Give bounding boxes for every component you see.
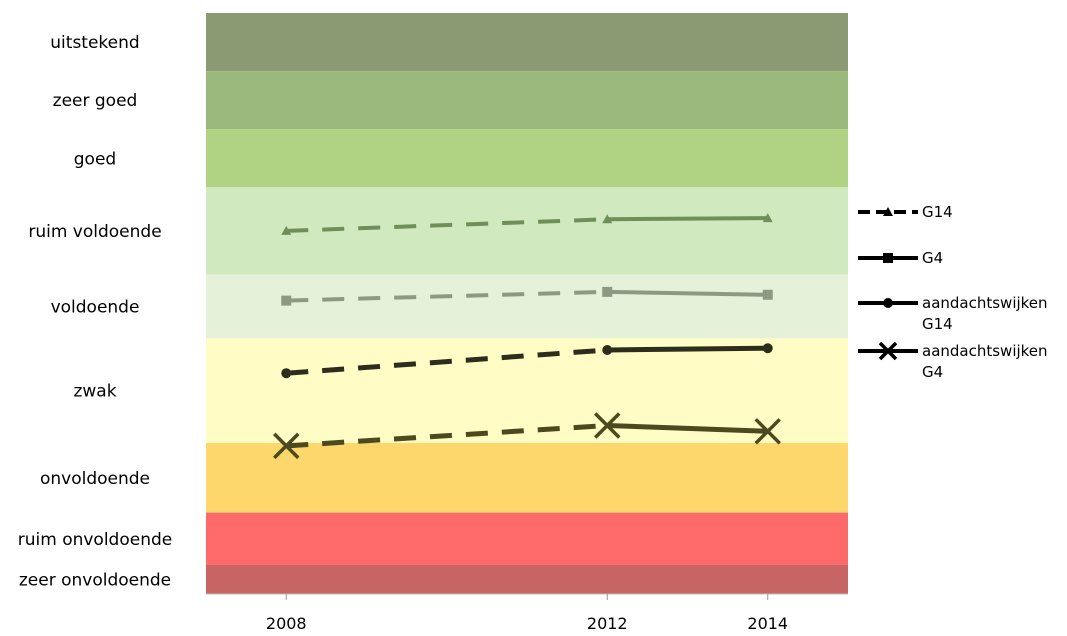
x-marker	[878, 341, 898, 361]
background-bands	[206, 13, 848, 594]
band-label: onvoldoende	[40, 469, 150, 489]
band-2	[206, 129, 848, 188]
series-3	[273, 412, 781, 460]
x-marker	[754, 418, 781, 445]
band-1	[206, 71, 848, 130]
band-8	[206, 564, 848, 594]
series-dashed-segment	[286, 217, 608, 233]
band-label: voldoende	[51, 297, 140, 317]
legend-label: aandachtswijken G14	[922, 294, 1048, 333]
x-tick-label: 2008	[266, 614, 307, 633]
legend-label: G14	[922, 203, 953, 221]
square-marker	[883, 253, 893, 263]
circle-marker	[602, 344, 613, 355]
x-tick-label: 2014	[747, 614, 788, 633]
circle-marker	[883, 298, 893, 308]
band-label: ruim voldoende	[28, 222, 161, 242]
x-axis: 2008 2012 2014	[206, 593, 848, 633]
band-label: goed	[74, 149, 116, 169]
band-4	[206, 274, 848, 339]
x-marker	[594, 412, 621, 439]
band-label: ruim onvoldoende	[18, 530, 173, 550]
series-1	[281, 286, 773, 306]
circle-marker	[281, 368, 292, 379]
band-label: zeer onvoldoende	[19, 570, 171, 590]
band-0	[206, 13, 848, 72]
square-marker	[602, 286, 613, 297]
series-dashed-segment	[286, 347, 608, 376]
band-label: uitstekend	[50, 33, 139, 53]
legend-item: aandachtswijken G14	[858, 294, 1048, 333]
series-solid-segment	[607, 423, 768, 434]
x-marker	[273, 432, 300, 460]
square-marker	[281, 295, 292, 306]
triangle-marker	[883, 207, 893, 216]
series-solid-segment	[607, 289, 768, 297]
legend-label: G4	[922, 249, 943, 267]
legend-label: aandachtswijken G4	[922, 342, 1048, 381]
legend-item: G14	[858, 203, 953, 221]
band-7	[206, 512, 848, 565]
series-dashed-segment	[286, 423, 608, 449]
legend-item: G4	[858, 249, 943, 267]
band-labels: uitstekend zeer goed goed ruim voldoende vol…	[18, 33, 173, 590]
series-solid-segment	[607, 345, 768, 353]
circle-marker	[762, 343, 773, 354]
triangle-marker	[602, 214, 613, 224]
series-dashed-segment	[286, 289, 608, 303]
triangle-marker	[281, 225, 292, 235]
triangle-marker	[762, 213, 773, 223]
band-6	[206, 442, 848, 513]
legend-item: aandachtswijken G4	[858, 341, 1048, 381]
legend: G14 G4 aandachtswijken G14 aandachtswijken G4	[858, 203, 1048, 381]
square-marker	[762, 289, 773, 300]
series-2	[281, 343, 773, 379]
band-5	[206, 338, 848, 443]
band-3	[206, 187, 848, 275]
series-0	[281, 213, 773, 235]
band-label: zeer goed	[53, 91, 138, 111]
series-solid-segment	[607, 216, 768, 222]
band-label: zwak	[73, 382, 116, 402]
series-lines	[273, 213, 781, 460]
x-tick-label: 2012	[587, 614, 628, 633]
